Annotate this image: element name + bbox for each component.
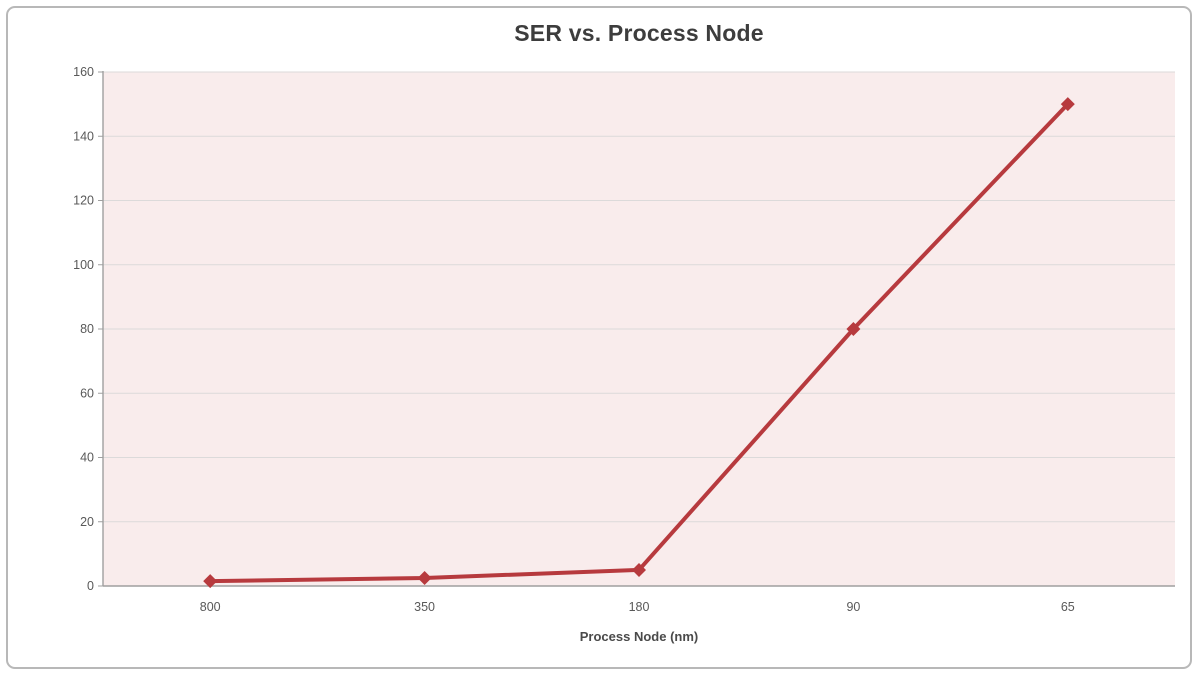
x-tick-label: 350 [414,600,435,614]
data-point-marker [632,562,646,577]
x-tick-label: 90 [846,600,860,614]
data-point-marker [846,322,861,336]
x-tick-label: 180 [629,600,650,614]
y-tick-label: 20 [80,515,94,529]
y-tick-label: 160 [73,65,94,79]
y-tick-label: 60 [80,386,94,400]
data-point-marker [203,574,218,589]
y-tick-label: 100 [73,258,94,272]
y-tick-label: 0 [87,579,94,593]
y-tick-label: 40 [80,451,94,465]
x-tick-label: 65 [1061,600,1075,614]
y-tick-label: 80 [80,322,94,336]
x-axis-title: Process Node (nm) [579,629,699,644]
data-point-marker [417,570,432,585]
x-tick-label: 800 [200,600,221,614]
y-tick-label: 120 [73,194,94,208]
data-point-marker [1060,97,1075,112]
y-tick-label: 140 [73,129,94,143]
chart-title: SER vs. Process Node [514,20,764,46]
